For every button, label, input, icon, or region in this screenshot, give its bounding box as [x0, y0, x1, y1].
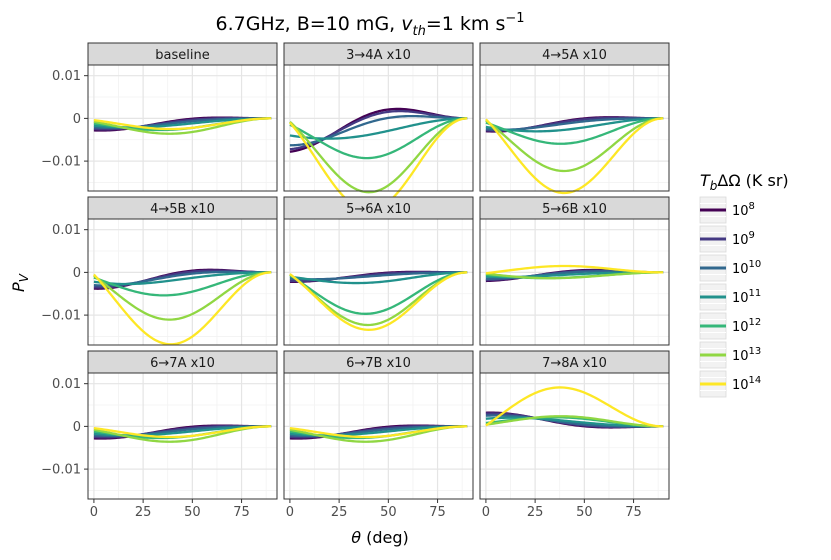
- panel-strip-label: 6→7B x10: [346, 356, 411, 371]
- series-line: [93, 271, 272, 346]
- x-tick-label: 25: [527, 505, 544, 520]
- x-tick-label: 75: [233, 505, 250, 520]
- x-tick-label: 0: [90, 505, 98, 520]
- x-tick-label: 25: [331, 505, 348, 520]
- legend-label: 1014: [732, 375, 761, 393]
- y-tick-label: 0: [73, 266, 81, 281]
- x-tick-label: 25: [135, 505, 152, 520]
- legend-item: 1010: [699, 254, 761, 282]
- y-tick-label: −0.01: [41, 155, 81, 170]
- panel-border: [87, 218, 278, 346]
- x-tick-label: 75: [625, 505, 642, 520]
- series-line: [485, 386, 664, 428]
- legend-item: 1013: [699, 341, 761, 369]
- panel-border: [479, 64, 670, 192]
- series-line: [289, 117, 468, 160]
- x-axis-label: θ (deg): [351, 528, 409, 547]
- legend-item: 1014: [699, 370, 761, 398]
- y-axis-label: PV: [9, 273, 31, 292]
- panel-border: [479, 372, 670, 500]
- series-line: [93, 117, 272, 131]
- y-tick-label: 0.01: [52, 377, 81, 392]
- panel-strip-label: 4→5A x10: [542, 48, 607, 63]
- panel-border: [283, 218, 474, 346]
- series-line: [289, 117, 468, 140]
- y-tick-label: −0.01: [41, 463, 81, 478]
- y-tick-label: 0: [73, 420, 81, 435]
- x-tick-label: 0: [286, 505, 294, 520]
- series-line: [93, 425, 272, 439]
- panel: 5→6B x10: [479, 196, 670, 346]
- legend-label: 1012: [732, 317, 761, 335]
- panel-border: [283, 64, 474, 192]
- chart-title: 6.7GHz, B=10 mG, vth=1 km s−1: [215, 11, 524, 39]
- panel: 5→6A x10: [283, 196, 474, 346]
- panel-border: [87, 64, 278, 192]
- panel: 4→5B x10 0.01 0 −0.01: [41, 196, 278, 346]
- legend-label: 108: [732, 201, 755, 219]
- series-line: [289, 271, 468, 331]
- panel: 7→8A x10 0 25 50 75: [479, 350, 670, 520]
- legend-label: 109: [732, 230, 755, 248]
- y-tick-label: −0.01: [41, 309, 81, 324]
- panel-border: [479, 218, 670, 346]
- legend-item: 1011: [699, 283, 761, 311]
- panel: 6→7B x10 0 25 50 75: [283, 350, 474, 520]
- legend-label: 1010: [732, 259, 761, 277]
- x-tick-label: 50: [380, 505, 397, 520]
- panel-border: [283, 372, 474, 500]
- series-line: [485, 415, 664, 428]
- series-line: [289, 271, 468, 315]
- series-line: [485, 117, 664, 133]
- panel-background: [480, 219, 669, 345]
- panel-strip-label: 7→8A x10: [542, 356, 607, 371]
- panel-strip-label: 5→6B x10: [542, 202, 607, 217]
- panel: 3→4A x10: [283, 42, 474, 212]
- series-line: [485, 264, 664, 275]
- legend-label: 1011: [732, 288, 761, 306]
- panel-strip-label: 5→6A x10: [346, 202, 411, 217]
- legend-item: 109: [699, 225, 755, 253]
- series-line: [289, 425, 468, 439]
- series-line: [289, 271, 468, 285]
- legend-title: TbΔΩ (K sr): [700, 171, 789, 193]
- series-line: [485, 271, 664, 280]
- panel-strip-label: 4→5B x10: [150, 202, 215, 217]
- panel-strip-label: 6→7A x10: [150, 356, 215, 371]
- x-tick-label: 0: [482, 505, 490, 520]
- x-tick-label: 75: [429, 505, 446, 520]
- legend-item: 108: [699, 196, 755, 224]
- x-tick-label: 50: [576, 505, 593, 520]
- panel-background: [284, 65, 473, 191]
- panel-border: [87, 372, 278, 500]
- panel: 4→5A x10: [479, 42, 670, 195]
- series-line: [93, 271, 272, 297]
- series-line: [289, 271, 468, 281]
- x-tick-label: 50: [184, 505, 201, 520]
- y-tick-label: 0.01: [52, 223, 81, 238]
- series-line: [93, 271, 272, 286]
- series-line: [485, 117, 664, 145]
- panel-strip-label: baseline: [155, 48, 209, 63]
- series-line: [485, 117, 664, 173]
- panel-strip-label: 3→4A x10: [346, 48, 411, 63]
- panel-background: [480, 373, 669, 499]
- panel: 6→7A x10 0.01 0 −0.01 0 25 50 75: [41, 350, 278, 520]
- y-tick-label: 0: [73, 112, 81, 127]
- legend-item: 1012: [699, 312, 761, 340]
- panel: baseline 0.01 0 −0.01: [41, 42, 278, 192]
- facet-panels: baseline 0.01 0 −0.01 3→4A x10 4→5A x10 4→5B x…: [41, 42, 670, 520]
- legend-label: 1013: [732, 346, 761, 364]
- series-line: [93, 271, 272, 321]
- legend: TbΔΩ (K sr) 108 109 1010 1011 1012 1013 1014: [699, 171, 789, 398]
- y-tick-label: 0.01: [52, 69, 81, 84]
